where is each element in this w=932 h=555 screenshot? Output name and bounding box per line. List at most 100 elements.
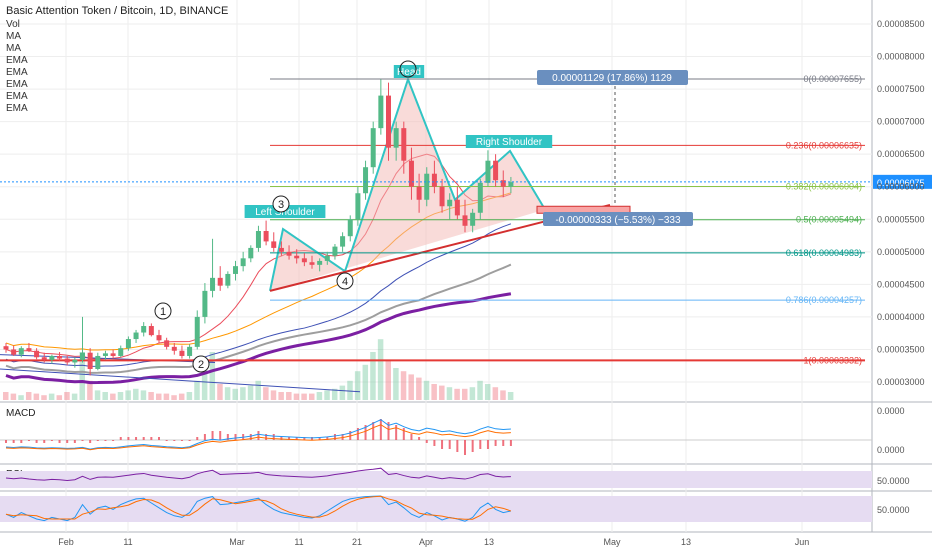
volume-bar [385,360,391,400]
macd-hist-bar [66,440,69,443]
macd-hist-bar [341,434,344,440]
volume-bar [87,380,93,400]
volume-bar [270,390,277,400]
macd-hist-bar [486,440,489,449]
macd-hist-bar [12,440,15,443]
volume-bar [431,384,437,400]
candle-body [439,186,445,207]
volume-bar [477,380,483,400]
price-tick-label: 0.00003000 [877,377,925,387]
candle-body [80,352,85,360]
price-tick-label: 0.00006500 [877,149,925,159]
volume-bar [209,352,216,400]
wave-label: 1 [160,306,166,318]
candle-body [110,353,116,356]
legend-item[interactable]: Vol [6,19,20,30]
candle-body [248,247,254,259]
legend-item[interactable]: MA [6,43,21,54]
macd-hist-bar [441,440,444,449]
time-tick-label: Feb [58,537,74,547]
price-tick-label: 0.00006000 [877,182,925,192]
fib-level-label: 0.382(0.00006004) [786,181,862,191]
candle-body [431,173,437,187]
macd-hist-bar [333,434,336,440]
wave-label-circle [154,302,172,320]
candle-body [49,355,55,360]
wave-label-circle [192,355,210,373]
wave-label: 2 [198,359,204,371]
volume-bar [278,392,284,400]
macd-hist-bar [456,440,459,452]
axes: 0.00008500 0.00008000 0.00007500 0.00007000… [58,19,924,547]
macd-hist-bar [89,440,92,443]
legend-item[interactable]: EMA [6,55,28,66]
candle-body [317,260,323,265]
volume-bar [156,393,162,400]
ema-purple-line [5,292,512,385]
time-tick-label: May [603,537,621,547]
volume-bar [416,377,422,400]
candle-body [3,346,9,350]
macd-hist-bar [272,434,275,440]
macd-hist-bar [479,440,482,449]
macd-hist-bar [433,440,436,446]
candle-body [363,167,369,194]
price-tick-label: 0.00003500 [877,344,925,354]
candle-body [41,357,47,360]
right-shoulder-label-bg [465,135,553,148]
legend-item[interactable]: EMA [6,103,28,114]
volume-bar [301,393,307,400]
macd-hist-bar [219,431,222,440]
fib-level-label: 0.618(0.00004983) [786,248,862,258]
macd-hist-bar [211,431,214,440]
price-tick-label: 0.00008500 [877,19,925,29]
chart-title: Basic Attention Token / Bitcoin, 1D, BIN… [6,5,228,17]
macd-hist-bar [295,437,298,440]
legend-item[interactable]: EMA [6,67,28,78]
volume-bar [125,390,131,400]
volume-bar [500,390,506,400]
stoch-band [0,496,872,522]
candle-body [470,212,476,226]
macd-hist-bar [402,428,405,440]
volume-bar [41,395,47,400]
wave-label-circle [336,272,354,290]
volume-bar [33,393,40,400]
candle-body [64,358,70,363]
candle-body [447,199,453,207]
legend-item[interactable]: MA [6,31,21,42]
candle-body [309,262,315,265]
legend-item[interactable]: EMA [6,91,28,102]
macd-hist-bar [173,440,176,441]
measure-up-label: 0.00001129 (17.86%) 1129 [552,73,672,84]
volume-bar [408,374,414,400]
wave-label-circle [272,195,290,213]
candle-body [133,332,139,340]
candle-body [217,277,223,286]
volume-bar [439,385,445,400]
macd-hist-bar [379,419,382,440]
measure-down-label: -0.00000333 (−5.53%) −333 [555,215,681,226]
candle-body [179,350,185,356]
volume-bar [492,387,499,400]
candle-body [118,348,124,356]
volume-bar [140,390,147,400]
volume-bar [10,393,17,400]
macd-hist-bar [326,437,329,440]
macd-hist-bar [494,440,497,446]
macd-hist-bar [196,437,199,440]
candle-body [500,180,506,187]
volume-bar [507,392,514,400]
price-tick-label: 0.00005000 [877,247,925,257]
candle-body [72,359,78,363]
macd-hist-bar [265,434,268,440]
volume-bar [339,385,346,400]
macd-hist-bar [395,425,398,440]
macd-hist-bar [303,437,306,440]
fib-level-label: 1(0.00003332) [803,355,862,365]
volume-bar [178,393,185,400]
legend-item[interactable]: EMA [6,79,28,90]
price-tick-label: 0.00005500 [877,214,925,224]
price-axis-bg [872,0,932,550]
